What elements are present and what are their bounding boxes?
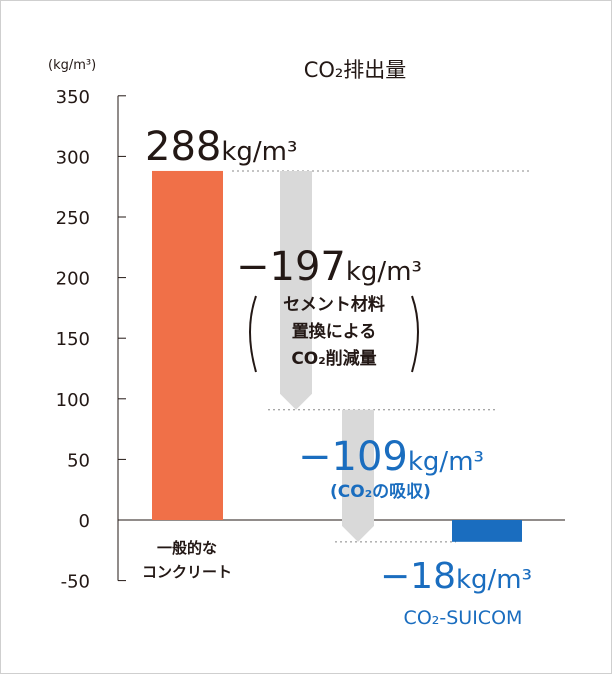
chart-title: CO₂排出量 xyxy=(304,58,407,82)
y-axis-ticks: 350 300 250 200 150 100 50 0 -50 xyxy=(56,87,126,593)
reduction-cement-note: セメント材料 置換による CO₂削減量 xyxy=(249,294,419,373)
reduction-arrow-absorption xyxy=(342,409,374,542)
category-suicom: CO₂-SUICOM xyxy=(404,607,523,629)
y-axis-unit: (kg/m³) xyxy=(48,58,96,73)
y-tick-label: 350 xyxy=(56,87,90,108)
label-conventional: 288kg/m³ xyxy=(145,124,297,170)
label-suicom: −18kg/m³ xyxy=(380,556,532,597)
y-tick-label: 100 xyxy=(56,390,90,411)
y-tick-label: 200 xyxy=(56,269,90,290)
bar-suicom xyxy=(452,520,522,542)
y-tick-label: 150 xyxy=(56,329,90,350)
note-cement-line-3: CO₂削減量 xyxy=(291,348,376,369)
bar-conventional xyxy=(152,170,223,520)
y-tick-label: 0 xyxy=(79,511,90,532)
category-conventional-line-2: コンクリート xyxy=(142,563,232,581)
label-reduction-cement: −197kg/m³ xyxy=(236,244,422,290)
y-tick-label: 300 xyxy=(56,147,90,168)
y-tick-label: 50 xyxy=(67,450,90,471)
note-absorption: (CO₂の吸収) xyxy=(330,482,431,502)
note-cement-line-1: セメント材料 xyxy=(283,294,385,315)
reduction-arrow-cement xyxy=(280,170,312,410)
y-tick-label: -50 xyxy=(61,572,90,593)
note-cement-line-2: 置換による xyxy=(292,321,377,342)
reduction-arrows xyxy=(280,170,374,542)
y-tick-label: 250 xyxy=(56,208,90,229)
category-conventional-line-1: 一般的な xyxy=(157,539,217,557)
bars xyxy=(152,170,522,542)
label-reduction-absorption: −109kg/m³ xyxy=(298,434,484,480)
